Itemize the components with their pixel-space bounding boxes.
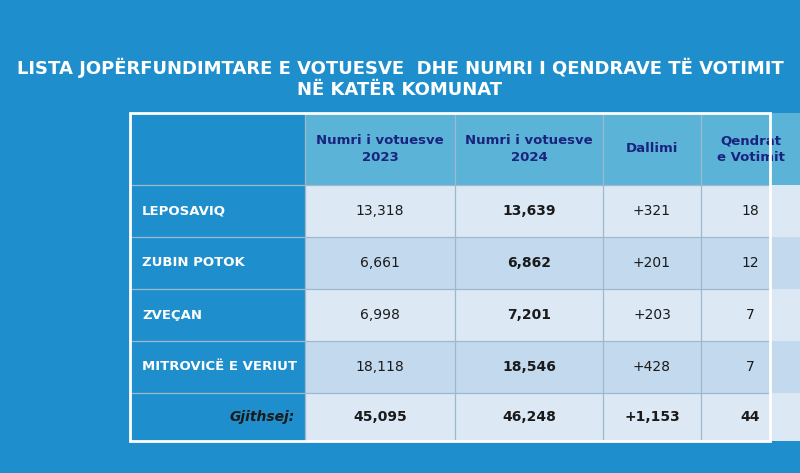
Text: LISTA JOPËRFUNDIMTARE E VOTUESVE  DHE NUMRI I QENDRAVE TË VOTIMIT: LISTA JOPËRFUNDIMTARE E VOTUESVE DHE NUM… [17,58,783,78]
Text: 6,862: 6,862 [507,256,551,270]
Bar [603,113,701,185]
Text: Numri i votuesve
2023: Numri i votuesve 2023 [316,134,444,164]
Bar [701,237,800,289]
Bar [455,185,603,237]
Bar [130,113,305,185]
Text: ZVEÇAN: ZVEÇAN [142,308,202,322]
Bar [130,341,305,393]
Bar [305,289,455,341]
Bar [305,113,455,185]
Text: +428: +428 [633,360,671,374]
Text: Gjithsej:: Gjithsej: [230,410,295,424]
Bar [130,185,305,237]
Bar [603,341,701,393]
Bar [455,113,603,185]
Bar [305,341,455,393]
Text: 6,998: 6,998 [360,308,400,322]
Text: +321: +321 [633,204,671,218]
Text: Dallimi: Dallimi [626,142,678,156]
Bar [603,237,701,289]
Text: Qendrat
e Votimit: Qendrat e Votimit [717,134,785,164]
Bar [455,289,603,341]
Bar [701,289,800,341]
Text: ZUBIN POTOK: ZUBIN POTOK [142,256,245,270]
Bar [130,393,305,441]
Text: 7: 7 [746,360,755,374]
Text: 44: 44 [741,410,760,424]
Text: 18: 18 [742,204,759,218]
Text: +203: +203 [633,308,671,322]
Text: 7,201: 7,201 [507,308,551,322]
Bar [130,113,770,441]
Bar [455,341,603,393]
Text: 13,639: 13,639 [502,204,556,218]
Bar [455,393,603,441]
Bar [130,289,305,341]
Bar [701,113,800,185]
Text: 12: 12 [742,256,759,270]
Text: 6,661: 6,661 [360,256,400,270]
Text: NË KATËR KOMUNAT: NË KATËR KOMUNAT [298,81,502,99]
Text: +1,153: +1,153 [624,410,680,424]
Bar [603,185,701,237]
Bar [305,393,455,441]
Bar [701,185,800,237]
Bar [701,341,800,393]
Bar [305,237,455,289]
Text: MITROVICË E VERIUT: MITROVICË E VERIUT [142,360,297,374]
Text: LEPOSAVIQ: LEPOSAVIQ [142,204,226,218]
Text: 13,318: 13,318 [356,204,404,218]
Bar [603,289,701,341]
Text: 18,546: 18,546 [502,360,556,374]
Text: 7: 7 [746,308,755,322]
Text: Numri i votuesve
2024: Numri i votuesve 2024 [465,134,593,164]
Bar [603,393,701,441]
Text: 18,118: 18,118 [356,360,404,374]
Bar [130,237,305,289]
Bar [455,237,603,289]
Text: +201: +201 [633,256,671,270]
Text: 45,095: 45,095 [353,410,407,424]
Text: 46,248: 46,248 [502,410,556,424]
Bar [701,393,800,441]
Bar [305,185,455,237]
